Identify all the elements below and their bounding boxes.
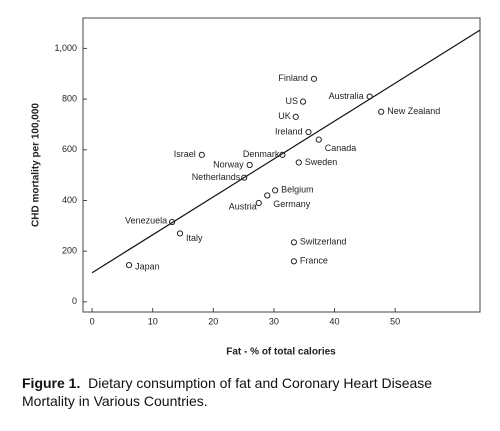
point-label: Netherlands bbox=[192, 172, 241, 182]
y-tick-label: 600 bbox=[62, 144, 77, 154]
point bbox=[292, 113, 299, 120]
caption-label: Figure 1. bbox=[22, 375, 81, 391]
point bbox=[168, 218, 176, 226]
point bbox=[198, 151, 205, 158]
point bbox=[272, 187, 279, 194]
y-axis-title: CHD mortality per 100,000 bbox=[31, 103, 42, 227]
point-label: Denmark bbox=[243, 149, 280, 159]
point-label: Australia bbox=[329, 91, 364, 101]
point-label: US bbox=[286, 96, 299, 106]
point bbox=[378, 108, 385, 115]
point-label: Germany bbox=[273, 199, 311, 209]
x-axis-title: Fat - % of total calories bbox=[226, 347, 336, 358]
point bbox=[305, 128, 312, 136]
chart: Fat - % of total calories CHD mortality … bbox=[31, 17, 481, 358]
point-label: Belgium bbox=[281, 185, 314, 195]
point bbox=[264, 192, 271, 199]
point-label: Austria bbox=[229, 201, 257, 211]
x-tick-label: 0 bbox=[90, 316, 95, 326]
point-label: UK bbox=[278, 111, 291, 121]
point bbox=[299, 98, 307, 105]
point bbox=[310, 75, 318, 82]
y-tick-label: 0 bbox=[72, 296, 77, 306]
point bbox=[315, 136, 322, 143]
point bbox=[241, 174, 248, 181]
point-label: Italy bbox=[186, 233, 203, 243]
trend-line bbox=[91, 29, 481, 274]
point-label: Ireland bbox=[275, 126, 303, 136]
point bbox=[279, 151, 286, 158]
point bbox=[290, 239, 298, 246]
point-label: Israel bbox=[174, 149, 196, 159]
point-label: France bbox=[300, 256, 328, 266]
point bbox=[366, 93, 373, 100]
point bbox=[246, 161, 253, 169]
x-tick-label: 40 bbox=[330, 316, 340, 326]
caption-text: Dietary consumption of fat and Coronary … bbox=[22, 375, 433, 409]
point-label: Finland bbox=[278, 73, 308, 83]
point bbox=[290, 258, 298, 265]
point-label: Switzerland bbox=[300, 237, 347, 247]
point-label: Japan bbox=[135, 261, 160, 271]
point bbox=[255, 199, 262, 207]
y-tick-label: 800 bbox=[62, 93, 77, 103]
plot-frame bbox=[82, 17, 481, 313]
y-tick-label: 1,000 bbox=[54, 43, 77, 53]
point bbox=[295, 159, 302, 166]
x-tick-label: 10 bbox=[148, 316, 158, 326]
point-label: Norway bbox=[213, 159, 244, 169]
point bbox=[125, 262, 133, 269]
y-tick-label: 200 bbox=[62, 246, 77, 256]
caption: Figure 1. Dietary consumption of fat and… bbox=[22, 374, 482, 410]
point-label: New Zealand bbox=[387, 106, 440, 116]
x-tick-label: 50 bbox=[390, 316, 400, 326]
point-label: Venezuela bbox=[125, 215, 167, 225]
point-label: Sweden bbox=[305, 157, 338, 167]
point-label: Canada bbox=[325, 143, 357, 153]
x-tick-label: 20 bbox=[208, 316, 218, 326]
point bbox=[176, 230, 184, 237]
x-tick-label: 30 bbox=[269, 316, 279, 326]
y-tick-label: 400 bbox=[62, 195, 77, 205]
